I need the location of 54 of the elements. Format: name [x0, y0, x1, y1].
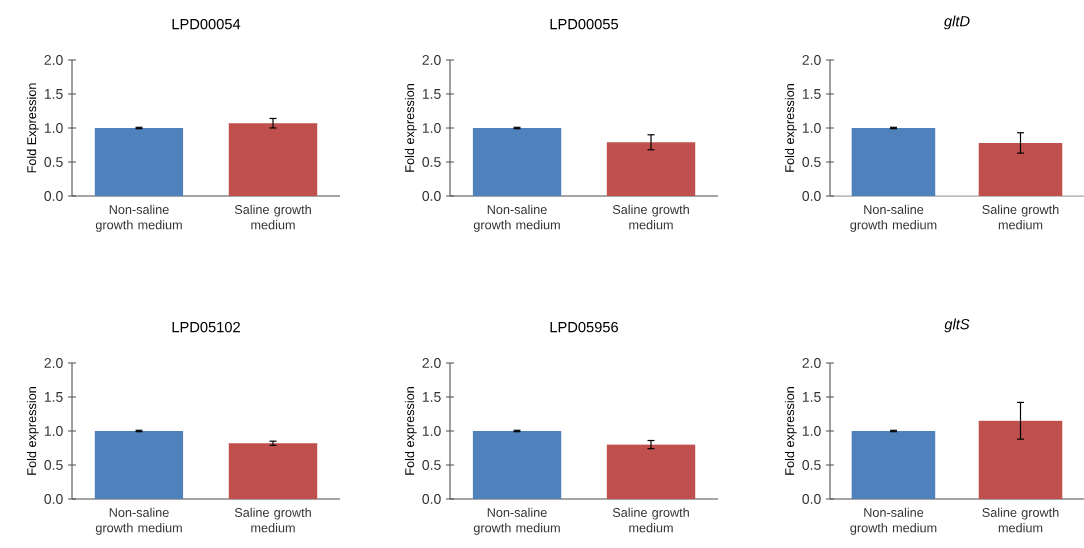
- chart-title: gltS: [944, 318, 970, 333]
- y-axis-title: Fold expression: [404, 387, 417, 475]
- y-tick-label: 2.0: [802, 358, 821, 368]
- y-tick-label: 0.0: [44, 191, 63, 201]
- chart-title: LPD05102: [172, 321, 240, 333]
- x-tick-label: Saline growth medium: [982, 204, 1059, 230]
- y-tick-label: 2.0: [802, 55, 821, 65]
- y-axis-title: Fold expression: [404, 84, 417, 172]
- y-tick-label: 0.5: [802, 460, 821, 470]
- chart-title: LPD00054: [172, 18, 241, 30]
- x-tick-label: Saline growth medium: [612, 204, 689, 230]
- y-tick-label: 1.0: [422, 426, 441, 436]
- y-tick-label: 1.5: [44, 392, 63, 402]
- y-tick-label: 0.5: [422, 157, 441, 167]
- y-axis-title: Fold expression: [784, 387, 797, 475]
- y-tick-label: 2.0: [44, 55, 63, 65]
- y-tick-label: 0.5: [802, 157, 821, 167]
- y-tick-label: 1.5: [44, 89, 63, 99]
- y-tick-label: 0.5: [44, 460, 63, 470]
- y-tick-label: 1.0: [802, 426, 821, 436]
- x-tick-label: Non-saline growth medium: [95, 204, 182, 232]
- x-tick-label: Non-saline growth medium: [473, 204, 560, 232]
- y-tick-label: 0.0: [802, 494, 821, 504]
- y-tick-label: 2.0: [422, 358, 441, 368]
- x-tick-label: Non-saline growth medium: [850, 507, 937, 535]
- x-tick-label: Non-saline growth medium: [95, 507, 182, 535]
- y-tick-label: 0.0: [802, 191, 821, 201]
- y-axis-title: Fold expression: [784, 84, 797, 172]
- y-tick-label: 1.5: [422, 392, 441, 402]
- y-tick-label: 2.0: [422, 55, 441, 65]
- x-tick-label: Saline growth medium: [234, 507, 311, 533]
- y-axis-title: Fold Expression: [26, 83, 39, 173]
- x-tick-label: Non-saline growth medium: [850, 204, 937, 232]
- x-tick-label: Saline growth medium: [982, 507, 1059, 533]
- y-tick-label: 0.5: [422, 460, 441, 470]
- y-tick-label: 0.0: [44, 494, 63, 504]
- x-tick-label: Non-saline growth medium: [473, 507, 560, 535]
- y-tick-label: 1.5: [422, 89, 441, 99]
- x-tick-label: Saline growth medium: [612, 507, 689, 533]
- y-tick-label: 1.0: [802, 123, 821, 133]
- y-tick-label: 1.0: [422, 123, 441, 133]
- y-tick-label: 2.0: [44, 358, 63, 368]
- y-tick-label: 1.0: [44, 123, 63, 133]
- y-tick-label: 1.5: [802, 89, 821, 99]
- y-axis-title: Fold expression: [26, 387, 39, 475]
- x-tick-label: Saline growth medium: [234, 204, 311, 230]
- chart-title: LPD05956: [550, 321, 618, 333]
- y-tick-label: 0.5: [44, 157, 63, 167]
- y-tick-label: 0.0: [422, 494, 441, 504]
- chart-title: gltD: [943, 15, 970, 30]
- y-tick-label: 1.0: [44, 426, 63, 436]
- chart-title: LPD00055: [550, 18, 619, 30]
- y-tick-label: 0.0: [422, 191, 441, 201]
- y-tick-label: 1.5: [802, 392, 821, 402]
